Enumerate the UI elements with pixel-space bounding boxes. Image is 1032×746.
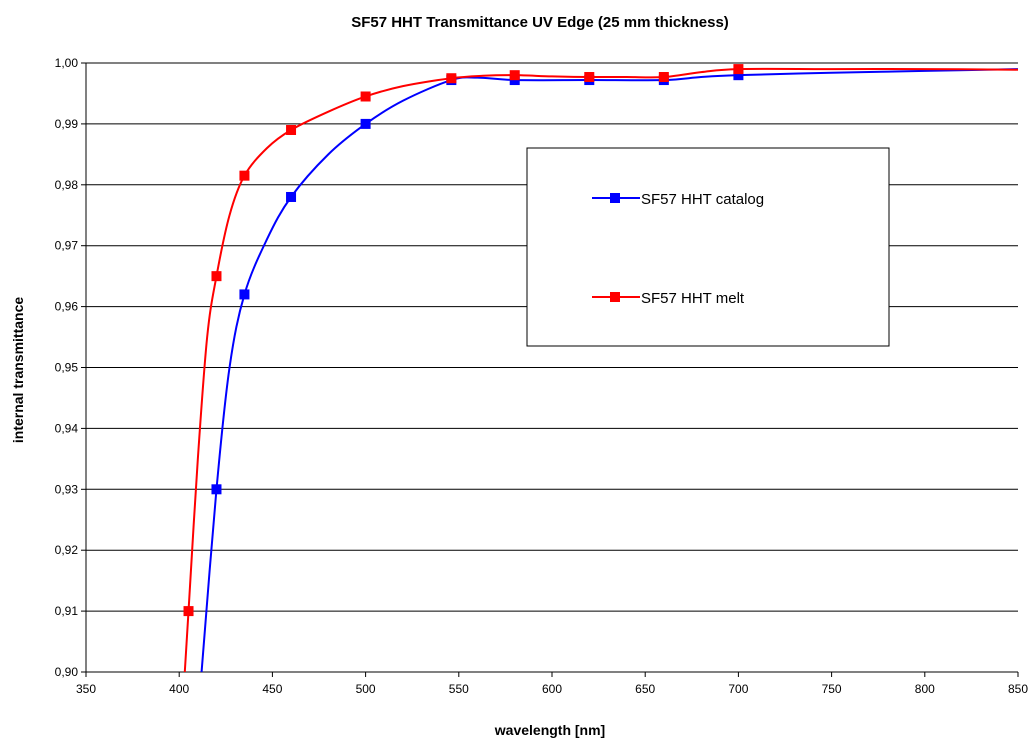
x-tick-label: 650 <box>635 682 655 696</box>
x-tick-label: 750 <box>822 682 842 696</box>
x-axis-title: wavelength [nm] <box>494 722 605 738</box>
x-tick-label: 500 <box>356 682 376 696</box>
data-point <box>211 271 222 282</box>
y-tick-label: 0,96 <box>55 300 79 314</box>
series-1 <box>183 64 1019 673</box>
x-tick-label: 450 <box>262 682 282 696</box>
chart-title: SF57 HHT Transmittance UV Edge (25 mm th… <box>351 14 729 31</box>
data-point <box>658 72 669 83</box>
x-tick-label: 550 <box>449 682 469 696</box>
legend-label-catalog: SF57 HHT catalog <box>641 191 764 208</box>
data-point <box>584 72 595 83</box>
data-point <box>286 124 297 135</box>
y-tick-label: 0,93 <box>55 482 79 496</box>
legend-marker-catalog <box>610 193 620 203</box>
data-series <box>183 64 1019 673</box>
x-tick-label: 700 <box>728 682 748 696</box>
y-tick-label: 0,90 <box>55 665 79 679</box>
x-tick-label: 850 <box>1008 682 1028 696</box>
legend-marker-melt <box>610 292 620 302</box>
data-point <box>733 70 744 81</box>
data-point <box>183 606 194 617</box>
data-point <box>239 170 250 181</box>
y-tick-label: 0,94 <box>55 421 79 435</box>
data-point <box>733 64 744 75</box>
y-tick-label: 0,98 <box>55 178 79 192</box>
y-tick-label: 0,91 <box>55 604 79 618</box>
data-point <box>509 70 520 81</box>
axes <box>81 62 1019 677</box>
x-tick-label: 800 <box>915 682 935 696</box>
y-tick-label: 0,95 <box>55 361 79 375</box>
y-tick-label: 1,00 <box>55 56 79 70</box>
data-point <box>360 91 371 102</box>
data-point <box>211 484 222 495</box>
legend-box <box>526 147 890 347</box>
legend: SF57 HHT catalog SF57 HHT melt <box>526 147 890 347</box>
y-tick-label: 0,97 <box>55 239 79 253</box>
data-point <box>446 73 457 84</box>
series-line-1 <box>183 67 1019 673</box>
data-point <box>360 118 371 129</box>
y-tick-label: 0,92 <box>55 543 79 557</box>
legend-label-melt: SF57 HHT melt <box>641 290 745 307</box>
tick-labels: 0,90 0,91 0,92 0,93 0,94 0,95 0,96 0,97 0,98 0,99… <box>55 56 1029 696</box>
y-axis-title: internal transmittance <box>10 297 26 443</box>
x-tick-label: 600 <box>542 682 562 696</box>
data-point <box>286 191 297 202</box>
x-tick-label: 400 <box>169 682 189 696</box>
data-point <box>239 289 250 300</box>
x-tick-label: 350 <box>76 682 96 696</box>
y-tick-label: 0,99 <box>55 117 79 131</box>
